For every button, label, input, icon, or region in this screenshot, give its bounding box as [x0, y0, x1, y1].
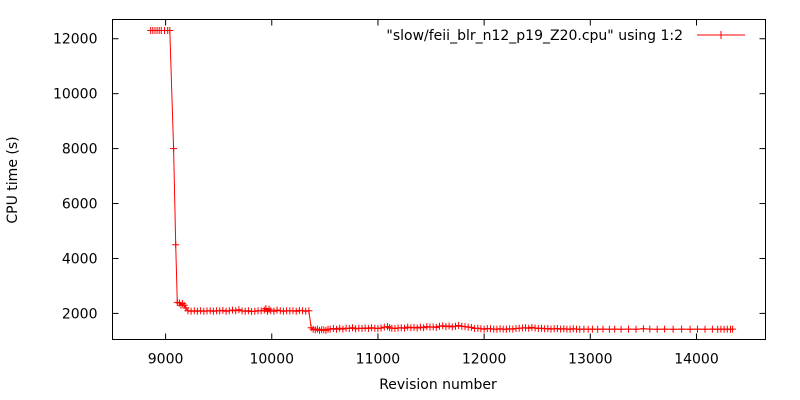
- legend: "slow/feii_blr_n12_p19_Z20.cpu" using 1:…: [386, 28, 745, 44]
- data-point-marker: [661, 325, 669, 333]
- data-point-marker: [333, 325, 340, 333]
- data-point-marker: [352, 325, 360, 333]
- data-point-marker: [345, 325, 353, 332]
- data-point-marker: [617, 325, 625, 333]
- data-point-marker: [336, 324, 344, 332]
- data-point-marker: [244, 307, 252, 315]
- data-point-marker: [599, 325, 607, 333]
- data-point-marker: [292, 307, 300, 315]
- data-point-marker: [639, 325, 647, 333]
- legend-marker: [717, 31, 725, 39]
- x-axis: 9000 10000 11000 12000 13000 14000: [148, 19, 719, 368]
- data-point-marker: [305, 307, 313, 315]
- data-point-marker: [553, 325, 561, 332]
- data-point-marker: [528, 323, 536, 331]
- series-layer: [147, 27, 737, 334]
- data-point-marker: [339, 325, 347, 333]
- data-point-marker: [452, 322, 459, 330]
- data-point-marker: [219, 306, 227, 314]
- x-tick-label: 11000: [356, 352, 401, 368]
- data-point-marker: [172, 241, 180, 249]
- x-tick-label: 10000: [249, 352, 294, 368]
- data-point-marker: [678, 325, 686, 333]
- data-point-marker: [686, 325, 694, 333]
- data-point-marker: [404, 323, 412, 331]
- data-point-marker: [326, 325, 334, 333]
- data-point-marker: [232, 307, 240, 315]
- y-tick-label: 6000: [62, 197, 98, 213]
- y-tick-label: 2000: [62, 306, 98, 322]
- y-tick-label: 8000: [62, 142, 98, 158]
- data-point-marker: [235, 306, 243, 314]
- data-point-marker: [170, 145, 178, 153]
- data-point-marker: [265, 305, 273, 313]
- data-point-marker: [179, 300, 187, 307]
- data-point-marker: [442, 323, 450, 331]
- x-tick-label: 12000: [462, 352, 507, 368]
- data-point-marker: [377, 324, 385, 332]
- data-point-marker: [225, 307, 233, 315]
- data-point-marker: [270, 307, 278, 315]
- x-tick-label: 13000: [568, 352, 613, 368]
- y-axis-title: CPU time (s): [5, 136, 21, 223]
- data-point-marker: [364, 325, 372, 332]
- plot-frame: [112, 19, 766, 340]
- data-point-marker: [480, 325, 488, 333]
- data-point-marker: [410, 323, 418, 331]
- data-point-marker: [260, 306, 268, 314]
- data-point-marker: [646, 325, 654, 333]
- data-point-marker: [413, 324, 421, 332]
- data-point-marker: [329, 325, 337, 332]
- data-point-marker: [653, 325, 661, 333]
- data-point-marker: [544, 325, 552, 332]
- data-point-marker: [420, 324, 428, 332]
- data-point-marker: [509, 325, 517, 333]
- data-point-marker: [525, 324, 533, 332]
- data-point-marker: [455, 322, 463, 329]
- data-point-marker: [448, 323, 456, 331]
- data-point-marker: [538, 324, 545, 332]
- data-point-marker: [632, 325, 640, 333]
- data-point-marker: [432, 323, 440, 331]
- data-point-marker: [669, 325, 677, 333]
- data-point-marker: [729, 325, 737, 333]
- data-point-marker: [229, 306, 236, 314]
- y-axis: 2000 4000 6000 8000 10000 12000: [53, 32, 766, 322]
- data-point-marker: [625, 325, 632, 333]
- x-tick-label: 14000: [674, 352, 719, 368]
- x-axis-title: Revision number: [379, 377, 497, 393]
- y-tick-label: 4000: [62, 251, 98, 267]
- x-tick-label: 9000: [148, 352, 184, 368]
- data-point-marker: [401, 324, 408, 332]
- data-point-marker: [257, 307, 265, 315]
- data-point-marker: [474, 324, 482, 332]
- data-point-marker: [273, 306, 281, 314]
- data-point-marker: [445, 322, 453, 330]
- data-point-marker: [694, 325, 701, 333]
- data-point-marker: [701, 325, 709, 333]
- series-line: [150, 30, 733, 331]
- data-point-marker: [439, 322, 447, 330]
- y-tick-label: 12000: [53, 32, 98, 48]
- data-point-marker: [611, 325, 619, 333]
- y-tick-label: 10000: [53, 87, 98, 103]
- data-point-marker: [166, 27, 174, 34]
- data-point-marker: [467, 323, 475, 331]
- legend-label: "slow/feii_blr_n12_p19_Z20.cpu" using 1:…: [386, 28, 683, 44]
- data-point-marker: [349, 324, 356, 332]
- data-point-marker: [416, 323, 424, 331]
